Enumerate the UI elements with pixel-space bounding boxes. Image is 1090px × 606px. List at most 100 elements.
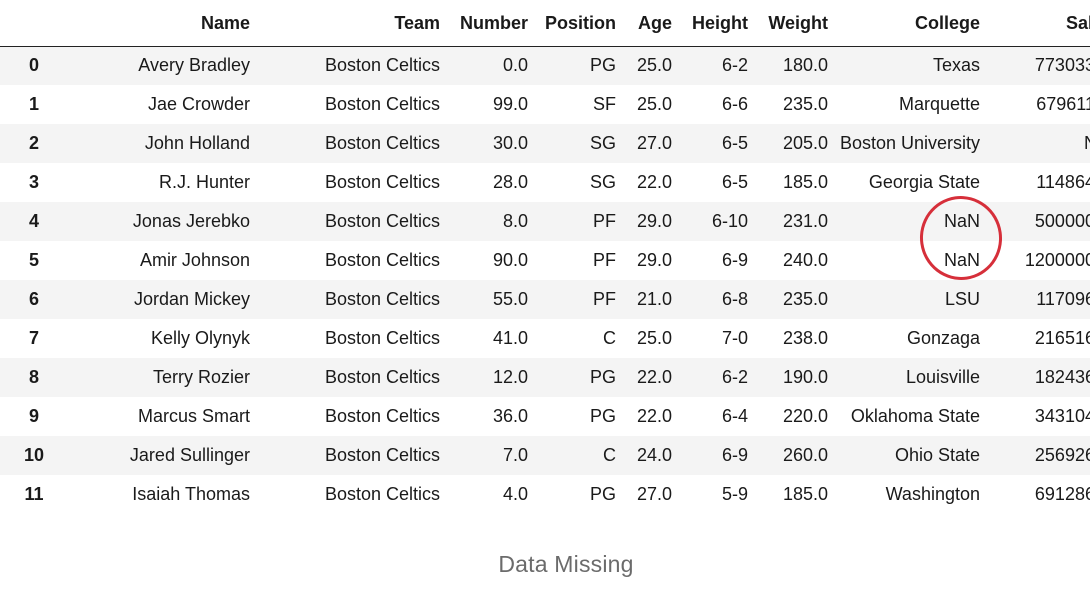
- cell-salary: 7730337.0: [986, 46, 1090, 85]
- cell-age: 27.0: [616, 124, 672, 163]
- cell-salary: NaN: [986, 124, 1090, 163]
- cell-team: Boston Celtics: [250, 319, 440, 358]
- table-row: 11 Isaiah Thomas Boston Celtics 4.0 PG 27.0 5-…: [0, 475, 1090, 514]
- cell-age: 25.0: [616, 46, 672, 85]
- cell-salary: 3431040.0: [986, 397, 1090, 436]
- row-index: 5: [0, 241, 68, 280]
- cell-college: Marquette: [828, 85, 986, 124]
- cell-position: PF: [528, 280, 616, 319]
- cell-height: 6-2: [672, 358, 748, 397]
- cell-position: SG: [528, 124, 616, 163]
- cell-name: Jared Sullinger: [68, 436, 250, 475]
- cell-weight: 205.0: [748, 124, 828, 163]
- cell-position: PF: [528, 202, 616, 241]
- table-row: 10 Jared Sullinger Boston Celtics 7.0 C 24.0 6…: [0, 436, 1090, 475]
- cell-salary: 12000000.0: [986, 241, 1090, 280]
- cell-college: Boston University: [828, 124, 986, 163]
- cell-team: Boston Celtics: [250, 46, 440, 85]
- cell-weight: 238.0: [748, 319, 828, 358]
- column-header-team: Team: [250, 0, 440, 46]
- cell-name: John Holland: [68, 124, 250, 163]
- cell-name: Jae Crowder: [68, 85, 250, 124]
- cell-college: Gonzaga: [828, 319, 986, 358]
- cell-number: 55.0: [440, 280, 528, 319]
- cell-salary: 2569260.0: [986, 436, 1090, 475]
- cell-height: 6-9: [672, 436, 748, 475]
- cell-team: Boston Celtics: [250, 475, 440, 514]
- cell-position: PG: [528, 358, 616, 397]
- cell-weight: 185.0: [748, 475, 828, 514]
- cell-height: 6-6: [672, 85, 748, 124]
- cell-weight: 240.0: [748, 241, 828, 280]
- dataframe-table-container: Name Team Number Position Age Height Weight Col…: [0, 0, 1090, 525]
- cell-number: 8.0: [440, 202, 528, 241]
- cell-college: Ohio State: [828, 436, 986, 475]
- cell-team: Boston Celtics: [250, 436, 440, 475]
- cell-college: NaN: [828, 241, 986, 280]
- cell-age: 22.0: [616, 397, 672, 436]
- row-index: 10: [0, 436, 68, 475]
- cell-number: 12.0: [440, 358, 528, 397]
- column-header-height: Height: [672, 0, 748, 46]
- cell-salary: 2165160.0: [986, 319, 1090, 358]
- cell-name: Marcus Smart: [68, 397, 250, 436]
- row-index: 2: [0, 124, 68, 163]
- cell-college: Georgia State: [828, 163, 986, 202]
- index-column-header: [0, 0, 68, 46]
- column-header-salary: Salary: [986, 0, 1090, 46]
- cell-name: Terry Rozier: [68, 358, 250, 397]
- row-index: 1: [0, 85, 68, 124]
- cell-weight: 220.0: [748, 397, 828, 436]
- table-row: 0 Avery Bradley Boston Celtics 0.0 PG 25.0 6-2…: [0, 46, 1090, 85]
- cell-height: 6-5: [672, 163, 748, 202]
- cell-team: Boston Celtics: [250, 163, 440, 202]
- table-header: Name Team Number Position Age Height Weight Col…: [0, 0, 1090, 46]
- cell-number: 0.0: [440, 46, 528, 85]
- cell-age: 25.0: [616, 319, 672, 358]
- cell-position: PF: [528, 241, 616, 280]
- cell-salary: 6912869.0: [986, 475, 1090, 514]
- column-header-college: College: [828, 0, 986, 46]
- cell-number: 90.0: [440, 241, 528, 280]
- cell-weight: 231.0: [748, 202, 828, 241]
- cell-height: 6-5: [672, 124, 748, 163]
- cell-age: 22.0: [616, 163, 672, 202]
- cell-salary: 5000000.0: [986, 202, 1090, 241]
- table-row: 8 Terry Rozier Boston Celtics 12.0 PG 22.0 6-2…: [0, 358, 1090, 397]
- row-index: 0: [0, 46, 68, 85]
- dataframe-table: Name Team Number Position Age Height Weight Col…: [0, 0, 1090, 514]
- cell-college: Washington: [828, 475, 986, 514]
- cell-college: Oklahoma State: [828, 397, 986, 436]
- row-index: 4: [0, 202, 68, 241]
- cell-weight: 180.0: [748, 46, 828, 85]
- cell-team: Boston Celtics: [250, 280, 440, 319]
- cell-name: Kelly Olynyk: [68, 319, 250, 358]
- cell-team: Boston Celtics: [250, 85, 440, 124]
- row-index: 9: [0, 397, 68, 436]
- cell-team: Boston Celtics: [250, 124, 440, 163]
- cell-salary: 6796117.0: [986, 85, 1090, 124]
- row-index: 6: [0, 280, 68, 319]
- cell-college: Louisville: [828, 358, 986, 397]
- cell-weight: 185.0: [748, 163, 828, 202]
- column-header-name: Name: [68, 0, 250, 46]
- cell-number: 30.0: [440, 124, 528, 163]
- table-row: 9 Marcus Smart Boston Celtics 36.0 PG 22.0 6-4…: [0, 397, 1090, 436]
- cell-age: 22.0: [616, 358, 672, 397]
- cell-height: 6-2: [672, 46, 748, 85]
- cell-position: PG: [528, 46, 616, 85]
- cell-name: R.J. Hunter: [68, 163, 250, 202]
- cell-position: SF: [528, 85, 616, 124]
- row-index: 3: [0, 163, 68, 202]
- table-row: 5 Amir Johnson Boston Celtics 90.0 PF 29.0 6-9…: [0, 241, 1090, 280]
- row-index: 8: [0, 358, 68, 397]
- cell-team: Boston Celtics: [250, 241, 440, 280]
- cell-weight: 260.0: [748, 436, 828, 475]
- header-row: Name Team Number Position Age Height Weight Col…: [0, 0, 1090, 46]
- cell-team: Boston Celtics: [250, 358, 440, 397]
- cell-college: LSU: [828, 280, 986, 319]
- cell-height: 5-9: [672, 475, 748, 514]
- table-row: 6 Jordan Mickey Boston Celtics 55.0 PF 21.0 6-…: [0, 280, 1090, 319]
- cell-team: Boston Celtics: [250, 397, 440, 436]
